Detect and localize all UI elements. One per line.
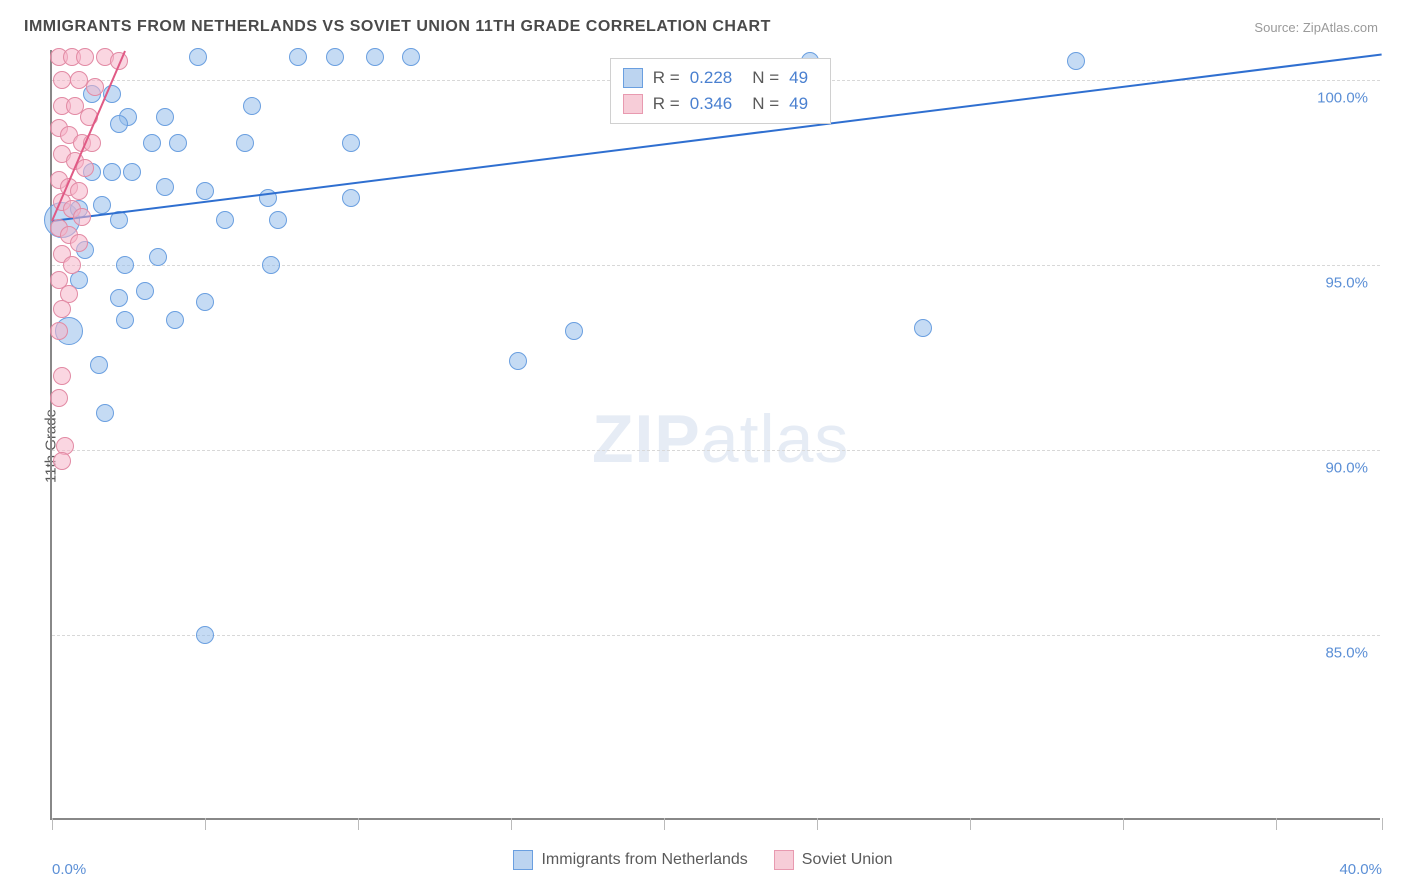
data-point-netherlands bbox=[96, 404, 114, 422]
legend-label: Soviet Union bbox=[802, 851, 893, 869]
watermark: ZIPatlas bbox=[592, 400, 849, 478]
data-point-soviet bbox=[70, 71, 88, 89]
data-point-netherlands bbox=[189, 48, 207, 66]
data-point-soviet bbox=[73, 208, 91, 226]
legend-item: Immigrants from Netherlands bbox=[513, 850, 747, 870]
data-point-netherlands bbox=[123, 163, 141, 181]
n-label: N = bbox=[752, 94, 779, 114]
data-point-soviet bbox=[76, 48, 94, 66]
gridline-horizontal bbox=[52, 450, 1380, 451]
n-value: 49 bbox=[789, 94, 808, 114]
data-point-netherlands bbox=[914, 319, 932, 337]
x-tick-mark bbox=[817, 818, 818, 830]
x-tick-mark bbox=[511, 818, 512, 830]
data-point-netherlands bbox=[196, 182, 214, 200]
data-point-netherlands bbox=[196, 293, 214, 311]
data-point-netherlands bbox=[110, 289, 128, 307]
legend-swatch bbox=[623, 94, 643, 114]
data-point-soviet bbox=[50, 322, 68, 340]
legend-item: Soviet Union bbox=[774, 850, 893, 870]
data-point-netherlands bbox=[196, 626, 214, 644]
y-tick-label: 90.0% bbox=[1325, 459, 1368, 476]
legend-swatch bbox=[774, 850, 794, 870]
r-label: R = bbox=[653, 68, 680, 88]
data-point-netherlands bbox=[116, 311, 134, 329]
data-point-soviet bbox=[86, 78, 104, 96]
legend-swatch bbox=[513, 850, 533, 870]
data-point-netherlands bbox=[236, 134, 254, 152]
n-label: N = bbox=[752, 68, 779, 88]
data-point-netherlands bbox=[262, 256, 280, 274]
data-point-soviet bbox=[63, 256, 81, 274]
data-point-netherlands bbox=[136, 282, 154, 300]
r-label: R = bbox=[653, 94, 680, 114]
data-point-netherlands bbox=[156, 108, 174, 126]
data-point-netherlands bbox=[116, 256, 134, 274]
data-point-netherlands bbox=[342, 189, 360, 207]
data-point-netherlands bbox=[289, 48, 307, 66]
x-tick-mark bbox=[1276, 818, 1277, 830]
y-tick-label: 95.0% bbox=[1325, 274, 1368, 291]
legend-swatch bbox=[623, 68, 643, 88]
source-label: Source: bbox=[1254, 20, 1299, 35]
x-tick-mark bbox=[205, 818, 206, 830]
data-point-netherlands bbox=[509, 352, 527, 370]
r-value: 0.228 bbox=[690, 68, 733, 88]
chart-title: IMMIGRANTS FROM NETHERLANDS VS SOVIET UN… bbox=[24, 18, 771, 36]
data-point-netherlands bbox=[216, 211, 234, 229]
x-tick-mark bbox=[1123, 818, 1124, 830]
watermark-bold: ZIP bbox=[592, 401, 701, 477]
legend-label: Immigrants from Netherlands bbox=[541, 851, 747, 869]
scatter-plot-area: ZIPatlas 85.0%90.0%95.0%100.0%0.0%40.0%R… bbox=[50, 50, 1380, 820]
n-value: 49 bbox=[789, 68, 808, 88]
data-point-netherlands bbox=[166, 311, 184, 329]
data-point-netherlands bbox=[90, 356, 108, 374]
y-tick-label: 100.0% bbox=[1317, 89, 1368, 106]
watermark-rest: atlas bbox=[701, 401, 850, 477]
data-point-netherlands bbox=[149, 248, 167, 266]
data-point-soviet bbox=[70, 234, 88, 252]
x-tick-mark bbox=[358, 818, 359, 830]
data-point-netherlands bbox=[366, 48, 384, 66]
x-tick-mark bbox=[970, 818, 971, 830]
x-tick-mark bbox=[52, 818, 53, 830]
data-point-soviet bbox=[70, 182, 88, 200]
data-point-netherlands bbox=[326, 48, 344, 66]
x-tick-mark bbox=[1382, 818, 1383, 830]
data-point-netherlands bbox=[243, 97, 261, 115]
data-point-soviet bbox=[53, 452, 71, 470]
data-point-netherlands bbox=[565, 322, 583, 340]
legend-row: R = 0.228 N = 49 bbox=[621, 65, 820, 91]
data-point-netherlands bbox=[110, 115, 128, 133]
data-point-soviet bbox=[53, 367, 71, 385]
y-tick-label: 85.0% bbox=[1325, 644, 1368, 661]
data-point-netherlands bbox=[269, 211, 287, 229]
data-point-netherlands bbox=[342, 134, 360, 152]
correlation-legend: R = 0.228 N = 49 R = 0.346 N = 49 bbox=[610, 58, 831, 124]
data-point-soviet bbox=[76, 159, 94, 177]
data-point-netherlands bbox=[93, 196, 111, 214]
source-name: ZipAtlas.com bbox=[1303, 20, 1378, 35]
gridline-horizontal bbox=[52, 635, 1380, 636]
data-point-soviet bbox=[50, 389, 68, 407]
r-value: 0.346 bbox=[690, 94, 733, 114]
data-point-netherlands bbox=[1067, 52, 1085, 70]
data-point-soviet bbox=[53, 71, 71, 89]
gridline-horizontal bbox=[52, 265, 1380, 266]
bottom-legend: Immigrants from Netherlands Soviet Union bbox=[0, 850, 1406, 870]
source-attribution: Source: ZipAtlas.com bbox=[1254, 20, 1378, 35]
data-point-netherlands bbox=[169, 134, 187, 152]
x-tick-mark bbox=[664, 818, 665, 830]
data-point-netherlands bbox=[103, 163, 121, 181]
legend-row: R = 0.346 N = 49 bbox=[621, 91, 820, 117]
data-point-netherlands bbox=[143, 134, 161, 152]
data-point-netherlands bbox=[156, 178, 174, 196]
data-point-netherlands bbox=[402, 48, 420, 66]
data-point-soviet bbox=[53, 300, 71, 318]
